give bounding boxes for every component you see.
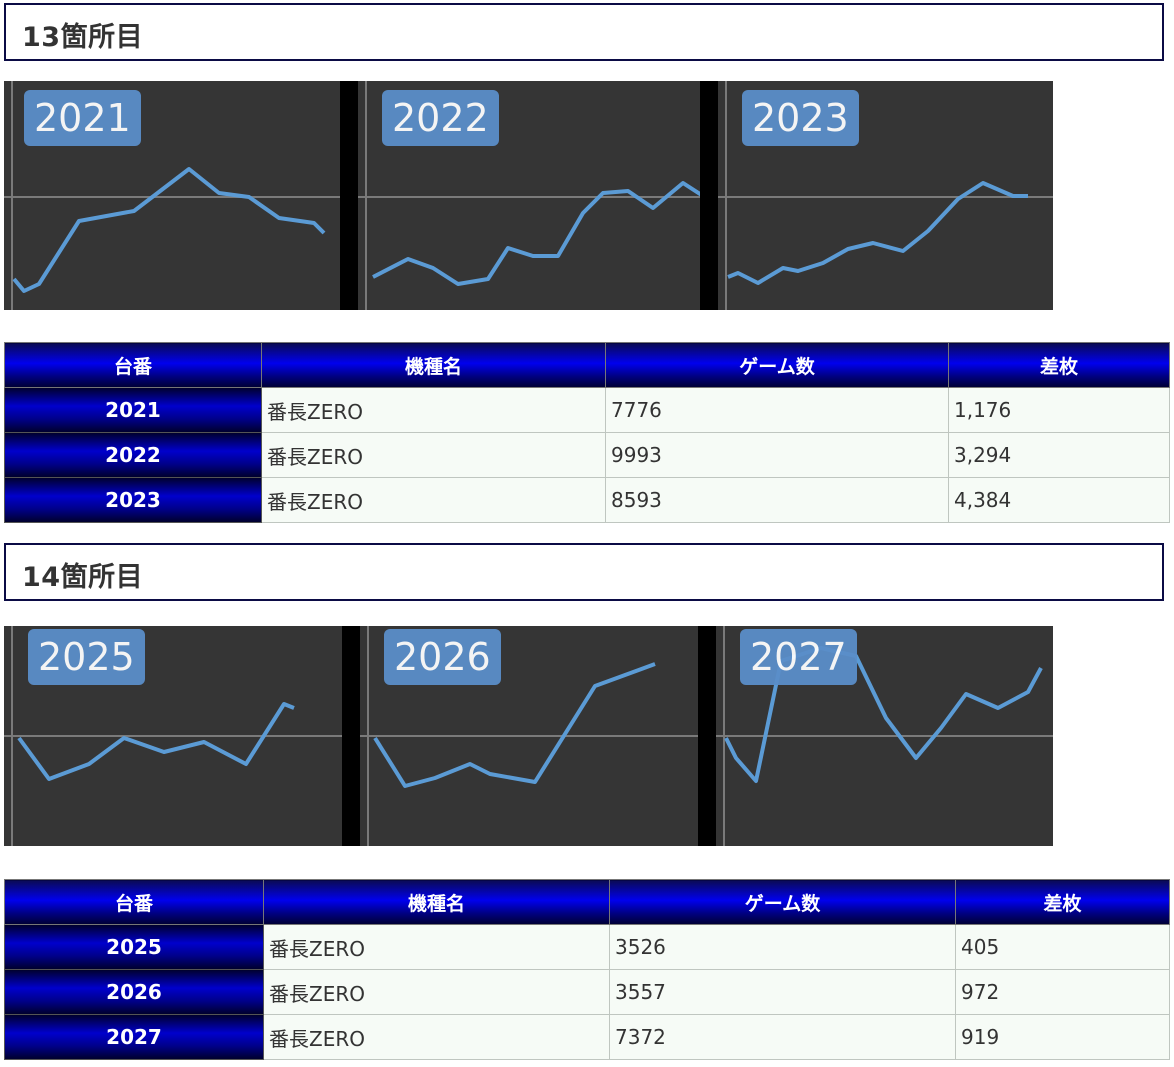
model-name: 番長ZERO xyxy=(261,432,606,478)
graph-strip-13: 2021 2022 2023 xyxy=(4,81,1053,310)
diff-value: 4,384 xyxy=(948,477,1170,523)
section-title: 13箇所目 xyxy=(22,22,144,53)
year-badge: 2023 xyxy=(742,90,859,146)
section-title: 14箇所目 xyxy=(22,562,144,593)
graph-chart xyxy=(4,626,342,846)
year-badge: 2026 xyxy=(384,629,501,685)
graph-divider xyxy=(700,81,718,310)
graph-chart xyxy=(358,81,700,310)
game-count: 3526 xyxy=(609,924,956,970)
graph-divider xyxy=(698,626,716,846)
section-heading-13: 13箇所目 xyxy=(4,3,1164,61)
table-row: 2026 番長ZERO 3557 972 xyxy=(4,969,1170,1015)
machine-no: 2026 xyxy=(4,969,264,1015)
section-heading-14: 14箇所目 xyxy=(4,543,1164,601)
machine-no: 2025 xyxy=(4,924,264,970)
header-model-name: 機種名 xyxy=(263,879,610,925)
machine-no: 2022 xyxy=(4,432,262,478)
graph-panel-2025: 2025 xyxy=(4,626,342,846)
diff-value: 3,294 xyxy=(948,432,1170,478)
model-name: 番長ZERO xyxy=(263,1014,610,1060)
model-name: 番長ZERO xyxy=(263,969,610,1015)
header-machine-no: 台番 xyxy=(4,879,264,925)
graph-series-line xyxy=(727,181,1028,285)
graph-panel-2027: 2027 xyxy=(716,626,1053,846)
header-game-count: ゲーム数 xyxy=(609,879,956,925)
graph-chart xyxy=(360,626,698,846)
table-header-row: 台番 機種名 ゲーム数 差枚 xyxy=(4,879,1170,925)
header-machine-no: 台番 xyxy=(4,342,262,388)
year-badge: 2027 xyxy=(740,629,857,685)
machine-no: 2023 xyxy=(4,477,262,523)
graph-strip-14: 2025 2026 2027 xyxy=(4,626,1053,846)
diff-value: 1,176 xyxy=(948,387,1170,433)
year-badge: 2025 xyxy=(28,629,145,685)
header-diff: 差枚 xyxy=(955,879,1170,925)
table-row: 2025 番長ZERO 3526 405 xyxy=(4,924,1170,970)
diff-value: 972 xyxy=(955,969,1170,1015)
table-header-row: 台番 機種名 ゲーム数 差枚 xyxy=(4,342,1170,388)
graph-chart xyxy=(718,81,1053,310)
diff-value: 919 xyxy=(955,1014,1170,1060)
graph-panel-2026: 2026 xyxy=(360,626,698,846)
model-name: 番長ZERO xyxy=(261,387,606,433)
game-count: 8593 xyxy=(605,477,949,523)
graph-chart xyxy=(716,626,1053,846)
machine-no: 2021 xyxy=(4,387,262,433)
header-diff: 差枚 xyxy=(948,342,1170,388)
graph-panel-2022: 2022 xyxy=(358,81,700,310)
header-game-count: ゲーム数 xyxy=(605,342,949,388)
table-row: 2022 番長ZERO 9993 3,294 xyxy=(4,432,1170,478)
model-name: 番長ZERO xyxy=(263,924,610,970)
graph-panel-2023: 2023 xyxy=(718,81,1053,310)
model-name: 番長ZERO xyxy=(261,477,606,523)
graph-chart xyxy=(4,81,340,310)
game-count: 3557 xyxy=(609,969,956,1015)
game-count: 7372 xyxy=(609,1014,956,1060)
graph-panel-2021: 2021 xyxy=(4,81,340,310)
year-badge: 2022 xyxy=(382,90,499,146)
graph-divider xyxy=(342,626,360,846)
graph-series-line xyxy=(17,702,295,781)
graph-series-line xyxy=(372,181,700,286)
table-row: 2027 番長ZERO 7372 919 xyxy=(4,1014,1170,1060)
table-row: 2023 番長ZERO 8593 4,384 xyxy=(4,477,1170,523)
graph-series-line xyxy=(373,662,656,788)
game-count: 7776 xyxy=(605,387,949,433)
header-model-name: 機種名 xyxy=(261,342,606,388)
game-count: 9993 xyxy=(605,432,949,478)
year-badge: 2021 xyxy=(24,90,141,146)
diff-value: 405 xyxy=(955,924,1170,970)
data-table-14: 台番 機種名 ゲーム数 差枚 2025 番長ZERO 3526 405 2026… xyxy=(4,879,1170,1060)
graph-divider xyxy=(340,81,358,310)
graph-series-line xyxy=(12,167,326,293)
graph-series-line xyxy=(724,646,1043,783)
table-row: 2021 番長ZERO 7776 1,176 xyxy=(4,387,1170,433)
machine-no: 2027 xyxy=(4,1014,264,1060)
data-table-13: 台番 機種名 ゲーム数 差枚 2021 番長ZERO 7776 1,176 20… xyxy=(4,342,1170,523)
